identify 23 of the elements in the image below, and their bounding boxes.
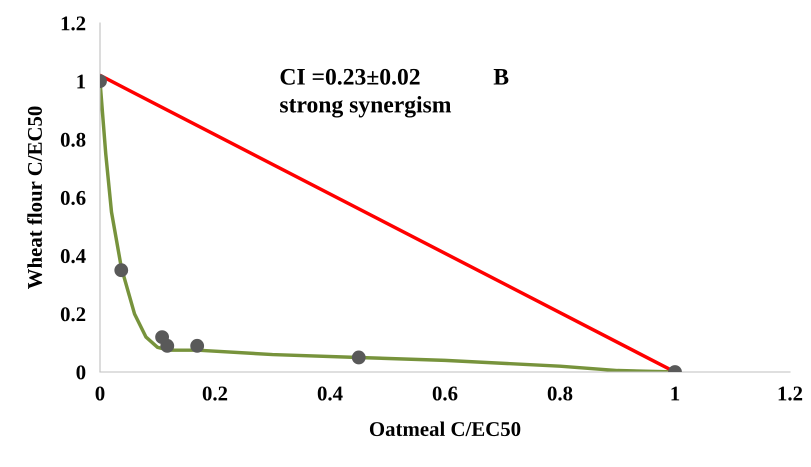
x-axis-title: Oatmeal C/EC50 <box>370 421 520 436</box>
annotation: B <box>494 69 508 85</box>
x-tick-label: 0.6 <box>432 386 458 401</box>
x-tick-label: 1 <box>671 386 680 400</box>
y-tick-label: 1 <box>77 74 86 88</box>
x-tick-label: 1.2 <box>778 386 802 401</box>
y-tick-label: 0.2 <box>60 307 86 322</box>
x-tick-label: 0.8 <box>548 386 572 401</box>
point <box>114 263 128 278</box>
x-tick-label: 0 <box>96 386 104 401</box>
y-axis-title: Wheat flour C/EC50 <box>27 106 42 290</box>
point <box>160 338 174 353</box>
y-tick-label: 0.4 <box>60 249 86 264</box>
x-tick-label: 0.4 <box>318 386 343 401</box>
y-tick-label: 1.2 <box>62 16 86 31</box>
point <box>190 338 204 353</box>
x-tick-label: 0.2 <box>202 386 228 401</box>
y-tick-label: 0 <box>76 365 86 380</box>
annotation: strong synergism <box>280 96 452 118</box>
y-tick-label: 0.6 <box>60 190 86 206</box>
annotation: CI =0.23±0.02 <box>280 68 420 85</box>
y-tick-label: 0.8 <box>60 132 86 147</box>
point <box>352 350 366 364</box>
